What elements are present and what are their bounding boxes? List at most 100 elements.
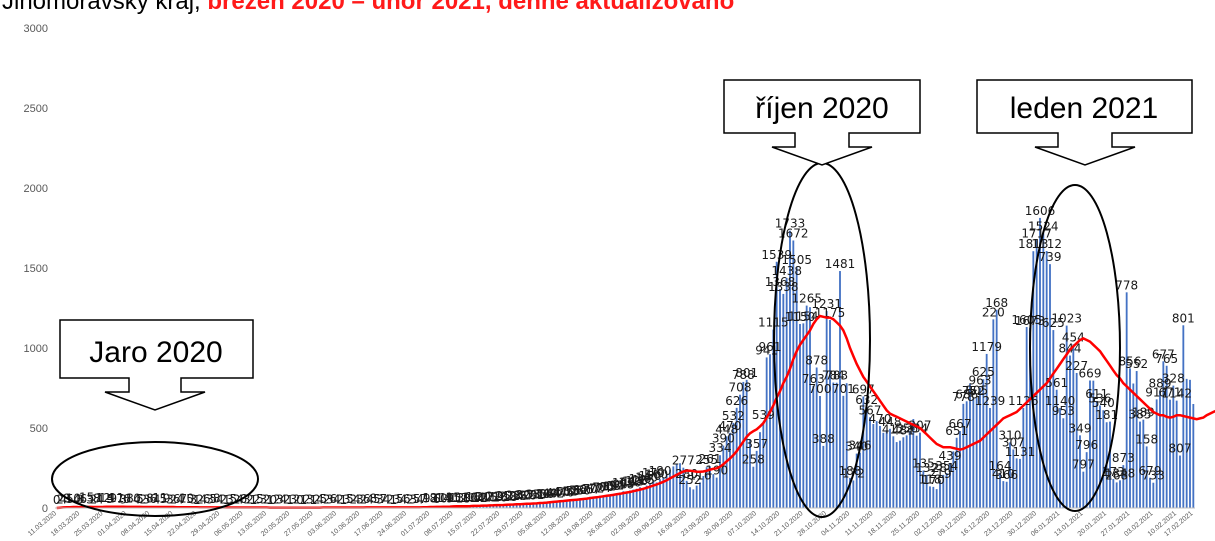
data-label: 16 <box>462 490 477 504</box>
data-label: 158 <box>1135 432 1158 446</box>
data-label: 35 <box>532 487 547 501</box>
data-label: 1 <box>309 493 317 507</box>
bar <box>622 491 625 508</box>
bar <box>592 497 595 508</box>
data-label: 16 <box>492 490 507 504</box>
bar <box>769 354 771 508</box>
data-label: 92 <box>609 478 624 492</box>
data-label: 412 <box>882 422 905 436</box>
data-label: 60 <box>576 483 591 497</box>
bar <box>532 502 535 508</box>
data-label: 0 <box>296 493 304 507</box>
bar <box>1139 421 1141 508</box>
data-label: 5 <box>346 492 354 506</box>
bar <box>715 477 718 508</box>
bar <box>572 499 575 508</box>
data-label: 328 <box>1162 372 1185 386</box>
data-label: 13 <box>449 491 464 505</box>
data-label: 953 <box>1052 404 1075 418</box>
data-label: 532 <box>722 409 745 423</box>
data-label: 1131 <box>1005 445 1036 459</box>
data-label: 470 <box>869 412 892 426</box>
bar <box>509 505 511 508</box>
data-label: 2 <box>233 493 241 507</box>
data-label: 2 <box>56 493 64 507</box>
data-label: 5 <box>106 492 114 506</box>
data-label: 72 <box>589 482 604 496</box>
data-label: 5 <box>256 492 264 506</box>
bar <box>955 437 958 508</box>
data-label: 4 <box>216 492 224 506</box>
bar <box>755 450 758 508</box>
bar <box>802 323 805 508</box>
data-label: 6 <box>203 492 211 506</box>
data-label: 651 <box>945 424 968 438</box>
data-label: 8 <box>369 492 377 506</box>
data-label: 5 <box>136 492 144 506</box>
data-label: 801 <box>735 366 758 380</box>
bar <box>685 480 688 508</box>
data-label: 8 <box>93 492 101 506</box>
bar <box>1079 435 1081 508</box>
bar <box>1009 442 1011 508</box>
bar <box>795 267 798 508</box>
bar <box>895 442 898 508</box>
data-label: 10 <box>179 491 194 505</box>
data-label: 5 <box>413 492 421 506</box>
data-label: 261 <box>699 452 722 466</box>
data-label: 2 <box>169 493 177 507</box>
data-label: 783 <box>825 369 848 383</box>
bar <box>649 484 651 508</box>
data-label: 686 <box>955 387 978 401</box>
y-tick-label: 1500 <box>24 263 48 275</box>
bar <box>779 289 781 508</box>
data-label: 1112 <box>1031 237 1062 251</box>
bar <box>1039 217 1041 509</box>
bar <box>1179 455 1181 508</box>
data-label: 873 <box>1112 451 1135 465</box>
bar <box>525 503 528 508</box>
data-label: 5 <box>319 492 327 506</box>
data-label: 10 <box>126 491 141 505</box>
bar <box>819 396 821 508</box>
data-label: 181 <box>1095 408 1118 422</box>
data-label: 8 <box>429 492 437 506</box>
data-label: 24 <box>509 489 524 503</box>
bar <box>815 367 818 508</box>
data-label: 168 <box>985 296 1008 310</box>
data-label: 611 <box>1085 387 1108 401</box>
data-label: 4 <box>153 492 161 506</box>
data-label: 14 <box>436 491 451 505</box>
data-label: 3 <box>376 493 384 507</box>
data-label: 669 <box>1079 367 1102 381</box>
data-label: 536 <box>1089 391 1112 405</box>
bar <box>945 472 948 508</box>
data-label: 856 <box>1119 354 1142 368</box>
bar <box>879 425 881 508</box>
bar <box>575 498 578 508</box>
data-label: 12 <box>452 491 467 505</box>
data-label: 2 <box>253 493 261 507</box>
bar <box>739 394 741 508</box>
data-label: 784 <box>822 369 845 383</box>
data-label: 135 <box>912 457 935 471</box>
bar <box>1172 385 1175 508</box>
data-label: 340 <box>845 440 868 454</box>
bar <box>589 496 591 508</box>
bar <box>555 501 558 508</box>
bar <box>952 451 955 508</box>
data-label: 6 <box>403 492 411 506</box>
bar <box>872 424 875 508</box>
bar <box>742 381 745 508</box>
bar <box>652 480 655 508</box>
bar <box>982 379 985 508</box>
bar <box>885 430 888 508</box>
bar <box>745 379 748 508</box>
data-label: 110 <box>619 475 642 489</box>
data-label: 74 <box>596 481 611 495</box>
data-label: 9 <box>163 492 171 506</box>
data-label: 1481 <box>825 257 856 271</box>
bar <box>535 503 538 508</box>
data-label: 25 <box>496 489 511 503</box>
bar <box>729 432 731 508</box>
